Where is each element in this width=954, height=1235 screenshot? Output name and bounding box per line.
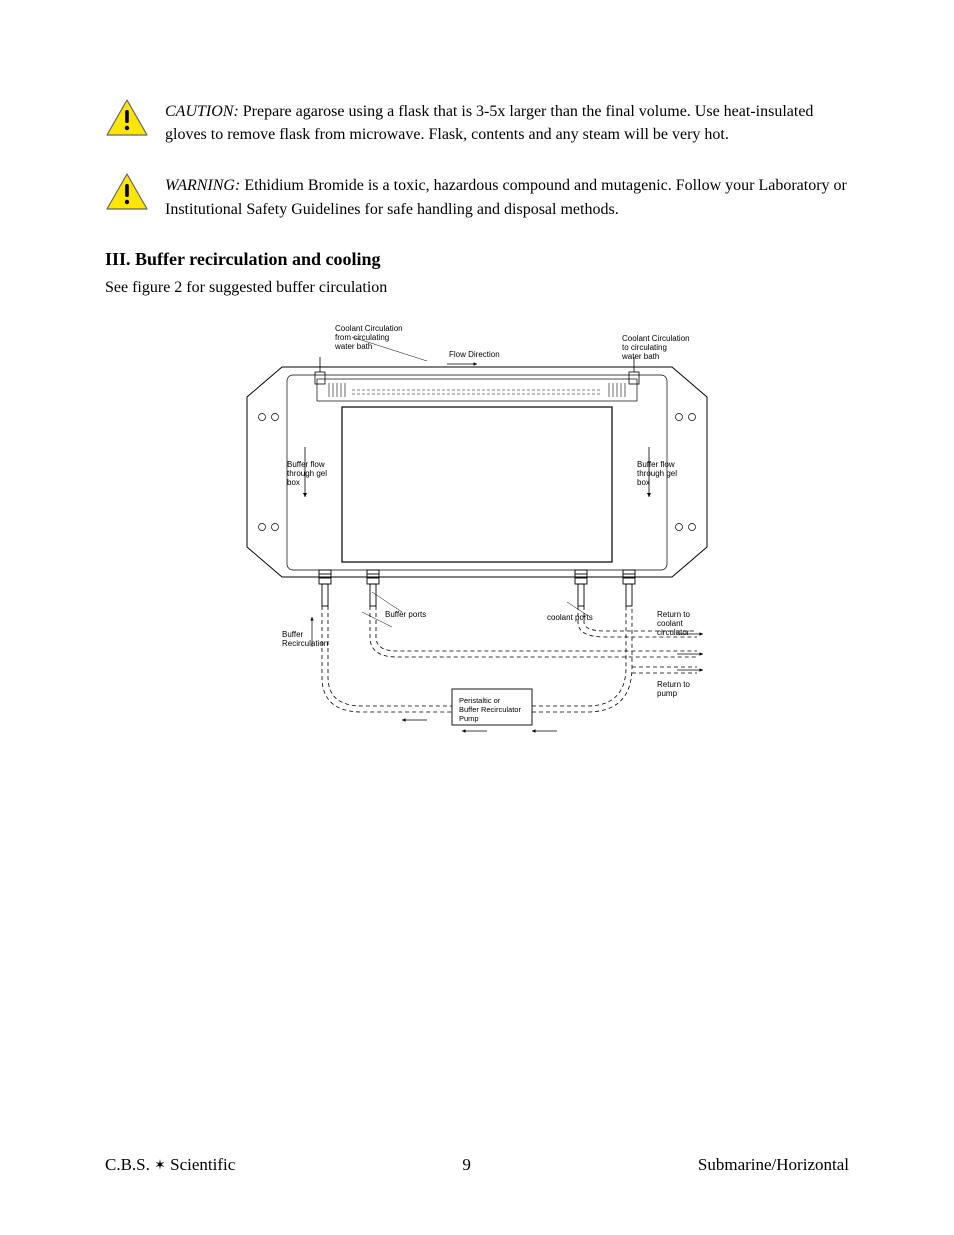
warning-icon [105,172,153,217]
section-title: III. Buffer recirculation and cooling [105,249,849,270]
cap-return-coolant: Return to coolant circulator [657,610,692,637]
warning-text: WARNING: Ethidium Bromide is a toxic, ha… [165,174,849,220]
warning-body: Ethidium Bromide is a toxic, hazardous c… [165,177,847,217]
cap-recirc: Buffer Recirculation [282,630,328,648]
cap-return-pump: Return to pump [657,680,692,698]
footer-left: C.B.S. ✶ Scientific [105,1155,235,1175]
footer-left-a: C.B.S. [105,1155,154,1174]
caution-text: CAUTION: Prepare agarose using a flask t… [165,100,849,146]
page: CAUTION: Prepare agarose using a flask t… [0,0,954,1235]
cap-right: Buffer flow through gel box [637,460,679,487]
footer-page: 9 [462,1155,471,1175]
cap-top-right: Coolant Circulation to circulating water… [621,334,692,361]
footer-right: Submarine/Horizontal [698,1155,849,1175]
warning-lead: WARNING: [165,177,244,194]
warning-icon [105,98,153,143]
caution-lead: CAUTION: [165,103,243,120]
footer-left-b: Scientific [166,1155,235,1174]
cap-buffer-ports: Buffer ports [385,610,426,619]
section-subtitle: See figure 2 for suggested buffer circul… [105,276,849,299]
figure: Coolant Circulation from circulating wat… [105,317,849,797]
cap-coolant-ports: coolant ports [547,613,593,622]
cap-top: Coolant Circulation from circulating wat… [334,324,405,351]
footer: C.B.S. ✶ Scientific 9 Submarine/Horizont… [0,1155,954,1175]
caution-block: CAUTION: Prepare agarose using a flask t… [105,100,849,146]
star-icon: ✶ [154,1159,166,1174]
warning-block: WARNING: Ethidium Bromide is a toxic, ha… [105,174,849,220]
cap-left: Buffer flow through gel box [287,460,329,487]
cap-flow: Flow Direction [449,350,500,359]
caution-body: Prepare agarose using a flask that is 3-… [165,103,813,143]
